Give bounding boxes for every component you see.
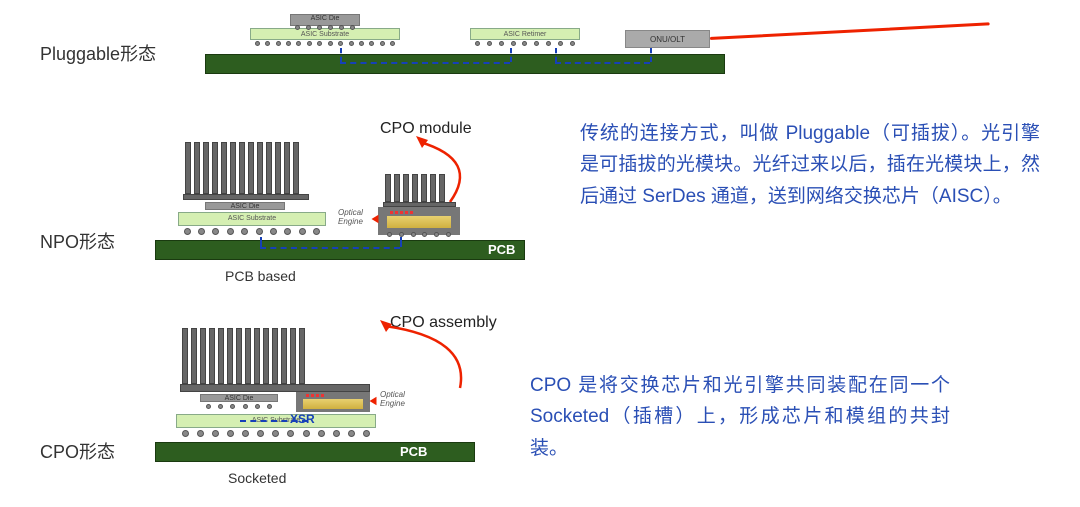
- pcb-label-npo: PCB: [488, 242, 515, 257]
- arrow-oe-cpo: [370, 397, 377, 405]
- npo-link: [260, 247, 400, 249]
- npo-asic-die: ASIC Die: [205, 202, 285, 210]
- xsr-label: XSR: [290, 412, 315, 426]
- row-label-pluggable: Pluggable形态: [40, 40, 156, 66]
- retimer-balls: [472, 41, 578, 47]
- row-label-npo: NPO形态: [40, 228, 115, 254]
- cpo-substrate-balls: [178, 430, 374, 436]
- heatsink-cpo: [182, 328, 312, 384]
- caption-cpo: Socketed: [228, 470, 286, 486]
- cpo-oe-dots: [306, 394, 326, 397]
- arrow-oe-npo: [372, 215, 379, 223]
- cpo-asic-die: ASIC Die: [200, 394, 278, 402]
- caption-npo: PCB based: [225, 268, 296, 284]
- retimer-substrate: ASIC Retimer: [470, 28, 580, 40]
- optical-engine-label-cpo: Optical Engine: [380, 390, 424, 408]
- pcb-npo: [155, 240, 525, 260]
- pcb-label-cpo: PCB: [400, 444, 427, 459]
- npo-link-v1: [260, 237, 262, 247]
- heatsink-base-npo: [183, 194, 309, 200]
- heatsink-npo: [185, 142, 305, 194]
- heatsink-base-cpo: [180, 384, 370, 392]
- pcb-pluggable: [205, 54, 725, 74]
- asic-balls: [252, 41, 398, 47]
- asic-die-balls: [292, 25, 358, 31]
- serdes-link-h1: [340, 62, 510, 64]
- npo-link-v2: [400, 237, 402, 247]
- npo-asic-balls: [180, 228, 324, 234]
- description-2: CPO 是将交换芯片和光引擎共同装配在同一个 Socketed（插槽）上，形成芯…: [530, 370, 950, 464]
- serdes-link-v3: [555, 48, 557, 62]
- description-1: 传统的连接方式，叫做 Pluggable（可插拔）。光引擎是可插拔的光模块。光纤…: [580, 118, 1040, 212]
- npo-optical-engine: [386, 215, 452, 229]
- row-label-cpo: CPO形态: [40, 438, 115, 464]
- npo-oe-dots: [390, 211, 415, 214]
- onu-module: ONU/OLT: [625, 30, 710, 48]
- fiber-pluggable: [710, 22, 990, 40]
- npo-module-balls: [384, 232, 454, 238]
- npo-asic-substrate: ASIC Substrate: [178, 212, 326, 226]
- serdes-link-v1: [340, 48, 342, 62]
- cpo-die-balls: [202, 404, 276, 410]
- serdes-link-v4: [650, 48, 652, 62]
- cpo-optical-engine: [302, 398, 364, 410]
- serdes-link-h2: [555, 62, 650, 64]
- heatsink-module-npo: [385, 174, 453, 202]
- serdes-link-v2: [510, 48, 512, 62]
